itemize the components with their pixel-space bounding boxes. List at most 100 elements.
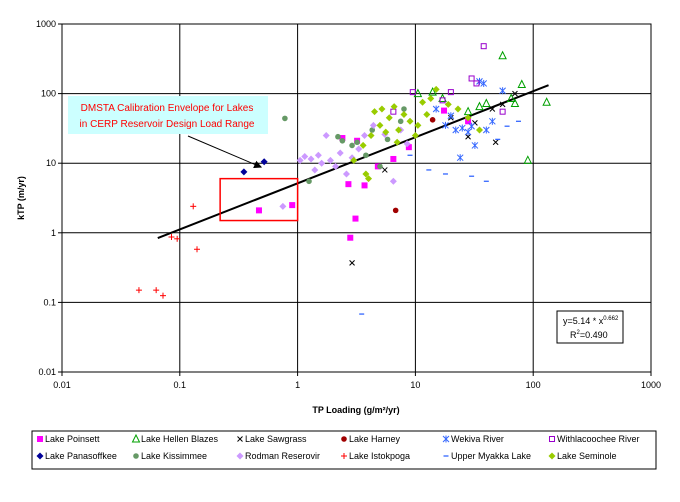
point-lake-istokpoga: [153, 287, 160, 294]
point-rodman-reserovir: [389, 177, 397, 185]
point-wekiva-river: [468, 122, 475, 130]
point-lake-istokpoga: [190, 203, 197, 210]
legend-label-lake-seminole: Lake Seminole: [557, 451, 617, 461]
point-withlacoochee-river: [473, 80, 480, 87]
legend-label-lake-poinsett: Lake Poinsett: [45, 434, 100, 444]
point-lake-seminole: [475, 126, 483, 134]
point-lake-poinsett: [390, 155, 397, 162]
point-withlacoochee-river: [468, 75, 475, 82]
point-lake-sawgrass: [499, 101, 506, 108]
x-tick-label: 100: [526, 380, 541, 390]
point-lake-hellen-blazes: [475, 101, 484, 111]
point-lake-seminole: [454, 105, 462, 113]
point-lake-seminole: [359, 141, 367, 149]
point-wekiva-river: [458, 124, 466, 132]
point-withlacoochee-river: [480, 43, 487, 50]
legend-marker-lake-sawgrass: [237, 436, 243, 442]
r-squared-base: R: [570, 330, 577, 340]
point-rodman-reserovir: [311, 166, 319, 174]
point-lake-seminole: [350, 156, 358, 164]
legend-marker-lake-seminole: [548, 452, 556, 460]
point-lake-hellen-blazes: [428, 87, 437, 96]
point-lake-seminole: [393, 138, 401, 146]
legend-label-rodman-reserovir: Rodman Reserovir: [245, 451, 320, 461]
point-lake-seminole: [414, 121, 422, 129]
point-rodman-reserovir: [314, 151, 322, 159]
point-lake-poinsett: [352, 215, 359, 222]
y-tick-label: 10: [46, 158, 56, 168]
legend-label-withlacoochee-river: Withlacoochee River: [557, 434, 640, 444]
axis-ticks: 0.01 0.1 1 10 100 1000 0.01 0.1 1 10 100 1000: [36, 19, 661, 390]
point-rodman-reserovir: [326, 156, 334, 164]
svg-text:R2=0.490: R2=0.490: [570, 330, 608, 340]
point-lake-seminole: [432, 85, 440, 93]
x-axis-label: TP Loading (g/m²/yr): [312, 405, 399, 415]
y-axis-label: kTP (m/yr): [16, 176, 26, 220]
point-withlacoochee-river: [439, 97, 446, 104]
point-lake-poinsett: [405, 144, 412, 151]
point-wekiva-river: [432, 105, 440, 113]
point-wekiva-river: [447, 112, 455, 120]
point-rodman-reserovir: [369, 121, 377, 129]
point-lake-hellen-blazes: [506, 93, 516, 103]
point-lake-seminole: [371, 108, 379, 116]
legend-label-wekiva-river: Wekiva River: [451, 434, 504, 444]
point-wekiva-river: [456, 154, 464, 162]
point-lake-kissimmee: [282, 115, 288, 122]
point-lake-hellen-blazes: [498, 50, 507, 60]
equation-exponent: 0.662: [603, 316, 619, 322]
r-squared-value: =0.490: [580, 330, 608, 340]
point-lake-seminole: [411, 132, 419, 140]
x-tick-label: 0.1: [174, 380, 187, 390]
point-lake-panasoffkee: [240, 168, 248, 176]
point-withlacoochee-river: [409, 89, 416, 96]
x-tick-label: 1000: [641, 380, 661, 390]
point-lake-sawgrass: [512, 90, 518, 97]
point-lake-hellen-blazes: [482, 98, 491, 108]
point-lake-seminole: [382, 128, 390, 136]
legend-marker-lake-istokpoga: [341, 453, 347, 459]
legend-label-lake-harney: Lake Harney: [349, 434, 401, 444]
point-lake-kissimmee: [401, 106, 407, 112]
annotation-layer: [187, 135, 299, 222]
point-lake-sawgrass: [465, 133, 471, 140]
point-lake-kissimmee: [377, 163, 383, 170]
point-lake-poinsett: [255, 207, 262, 214]
point-lake-hellen-blazes: [517, 79, 527, 89]
plot-area: [62, 24, 651, 372]
point-rodman-reserovir: [296, 156, 304, 164]
point-lake-hellen-blazes: [510, 98, 520, 108]
point-lake-istokpoga: [194, 246, 201, 253]
y-tick-label: 0.01: [38, 367, 56, 377]
point-rodman-reserovir: [318, 159, 326, 167]
point-lake-sawgrass: [349, 259, 355, 266]
point-wekiva-river: [464, 128, 472, 136]
point-lake-kissimmee: [354, 139, 360, 146]
plot-frame: [61, 23, 652, 373]
point-lake-kissimmee: [397, 118, 404, 125]
y-tick-label: 100: [41, 89, 56, 99]
point-rodman-reserovir: [332, 162, 340, 170]
point-rodman-reserovir: [336, 149, 344, 157]
point-lake-hellen-blazes: [413, 88, 423, 98]
point-lake-hellen-blazes: [523, 155, 533, 164]
point-lake-seminole: [385, 114, 393, 122]
point-lake-sawgrass: [492, 139, 499, 146]
point-withlacoochee-river: [447, 89, 454, 96]
point-lake-kissimmee: [384, 136, 391, 143]
point-lake-istokpoga: [159, 292, 166, 299]
equation-text: y=5.14 * x: [563, 316, 604, 326]
legend-marker-wekiva-river: [442, 435, 450, 443]
point-lake-istokpoga: [174, 235, 181, 242]
point-lake-harney: [392, 207, 399, 214]
point-lake-seminole: [390, 103, 398, 111]
point-wekiva-river: [499, 87, 506, 95]
point-lake-panasoffkee: [260, 158, 268, 166]
legend-label-lake-sawgrass: Lake Sawgrass: [245, 434, 307, 444]
legend-marker-lake-kissimmee: [133, 453, 139, 459]
x-tick-label: 10: [410, 380, 420, 390]
point-lake-seminole: [423, 111, 431, 119]
point-lake-kissimmee: [306, 178, 312, 185]
